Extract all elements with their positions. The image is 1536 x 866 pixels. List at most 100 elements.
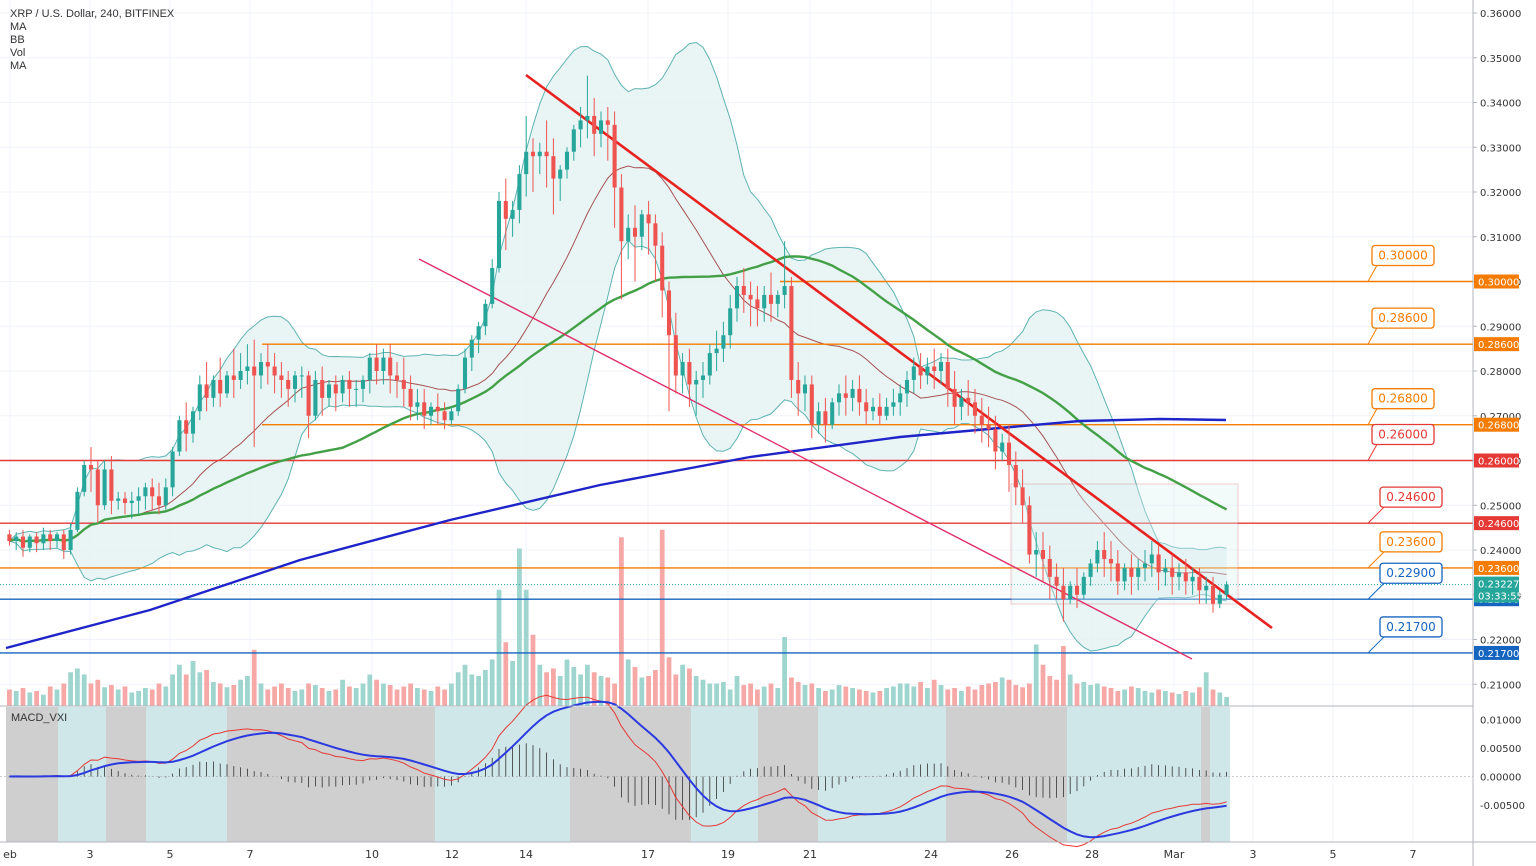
candle-body xyxy=(136,496,141,501)
candle-body xyxy=(272,366,277,376)
candle-body xyxy=(163,487,168,506)
volume-bar xyxy=(489,659,495,706)
volume-bar xyxy=(741,685,747,706)
volume-bar xyxy=(1040,664,1046,706)
candle-body xyxy=(884,406,889,416)
level-callout-box xyxy=(1371,244,1435,267)
candle-body xyxy=(952,388,957,407)
candle-body xyxy=(279,375,284,380)
candle-body xyxy=(510,209,515,219)
candle-body xyxy=(1000,442,1005,452)
candle-body xyxy=(619,187,624,242)
volume-bar xyxy=(1129,686,1134,706)
y-tick-label: 0.33000 xyxy=(1480,143,1521,154)
indicator-vol[interactable]: Vol xyxy=(10,47,26,59)
candle-body xyxy=(306,375,311,416)
volume-bar xyxy=(258,683,264,706)
x-tick-label: 17 xyxy=(641,848,655,861)
volume-bar xyxy=(401,686,407,706)
candle-body xyxy=(768,294,774,304)
x-tick-label: 21 xyxy=(803,848,817,861)
volume-bar xyxy=(143,688,148,706)
indicator-bb[interactable]: BB xyxy=(10,34,25,46)
level-callout-label: 0.21700 xyxy=(1386,620,1436,634)
candle-body xyxy=(170,451,175,488)
volume-bar xyxy=(619,537,624,706)
volume-bar xyxy=(931,679,937,706)
volume-bar xyxy=(347,686,352,706)
volume-bar xyxy=(700,679,706,706)
x-tick-label: 10 xyxy=(365,848,379,861)
volume-bar xyxy=(687,668,692,706)
candle-body xyxy=(34,536,39,544)
volume-bar xyxy=(1081,682,1087,706)
x-tick-label: 24 xyxy=(924,848,938,861)
candle-body xyxy=(551,156,556,179)
volume-bar xyxy=(632,667,638,706)
volume-bar xyxy=(285,688,291,706)
candle-body xyxy=(27,536,32,548)
chart-legend: XRP / U.S. Dollar, 240, BITFINEX MA BB V… xyxy=(10,8,174,73)
level-callout-label: 0.26800 xyxy=(1378,392,1428,406)
callout-pointer xyxy=(1367,263,1379,282)
candle-body xyxy=(544,151,549,157)
candle-body xyxy=(299,375,304,377)
level-price-tag xyxy=(1474,453,1519,468)
macd-zone xyxy=(1201,707,1210,842)
candle-body xyxy=(748,294,753,300)
volume-bar xyxy=(727,689,733,706)
candle-body xyxy=(694,379,699,385)
volume-bar xyxy=(564,659,570,706)
candle-body xyxy=(496,200,502,269)
candle-body xyxy=(925,366,930,376)
volume-bar xyxy=(795,682,801,706)
candle-body xyxy=(292,375,298,389)
candle-body xyxy=(612,124,617,188)
candle-body xyxy=(68,529,73,550)
candle-body xyxy=(898,393,903,403)
candle-body xyxy=(734,285,740,309)
candle-body xyxy=(537,151,542,157)
volume-bar xyxy=(1183,691,1189,706)
macd-tick-label: 0.00000 xyxy=(1480,773,1521,784)
candle-body xyxy=(435,406,440,412)
candle-body xyxy=(870,406,876,412)
x-tick-label: 26 xyxy=(1005,848,1019,861)
volume-bar xyxy=(326,691,332,706)
macd-zone xyxy=(818,707,946,842)
candle-body xyxy=(592,115,597,134)
volume-bar xyxy=(1013,685,1019,706)
volume-bar xyxy=(809,683,815,706)
candle-body xyxy=(490,268,495,304)
macd-title[interactable]: MACD_VXI xyxy=(11,712,68,724)
level-callout-box xyxy=(1379,562,1443,584)
volume-bar xyxy=(1020,687,1025,706)
candle-body xyxy=(782,285,787,295)
candle-body xyxy=(1068,585,1073,600)
volume-bar xyxy=(1217,692,1223,706)
level-price-tag-text: 0.26800 xyxy=(1478,421,1519,432)
candle-body xyxy=(1020,487,1025,506)
candle-body xyxy=(1102,550,1107,559)
volume-bar xyxy=(999,677,1005,706)
candle-body xyxy=(449,411,454,421)
volume-bar xyxy=(714,683,719,706)
candle-body xyxy=(762,294,767,309)
volume-bar xyxy=(1101,686,1107,706)
x-tick-label: 14 xyxy=(519,848,533,861)
volume-bar xyxy=(537,664,543,706)
candle-body xyxy=(1013,464,1018,488)
volume-bar xyxy=(598,676,604,706)
volume-bar xyxy=(292,691,298,706)
volume-bar xyxy=(666,657,672,706)
candle-body xyxy=(571,129,576,152)
indicator-ma[interactable]: MA xyxy=(10,21,27,33)
indicator-ma-2[interactable]: MA xyxy=(10,60,27,72)
candle-body xyxy=(626,227,631,242)
callout-pointer xyxy=(1367,442,1379,461)
last-price-value: 0.23227 xyxy=(1478,580,1519,591)
candle-body xyxy=(646,214,651,224)
volume-bar xyxy=(768,683,774,706)
candle-body xyxy=(1142,563,1148,568)
